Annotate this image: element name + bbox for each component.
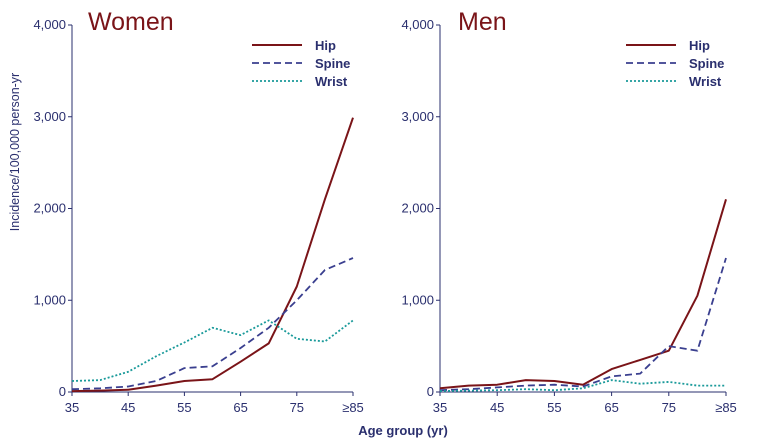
x-tick-label: 75 — [662, 400, 676, 415]
panel-title: Women — [88, 8, 174, 36]
y-tick-label: 2,000 — [401, 201, 434, 216]
y-tick-label: 4,000 — [33, 17, 66, 32]
series-line-spine — [439, 257, 727, 392]
series-line-hip — [71, 117, 354, 393]
y-axis-title: Incidence/100,000 person-yr — [8, 73, 22, 231]
x-tick-label: 35 — [65, 400, 79, 415]
x-tick-label: 55 — [547, 400, 561, 415]
y-tick-label: 4,000 — [401, 17, 434, 32]
legend-label-hip: Hip — [315, 38, 336, 53]
legend-label-hip: Hip — [689, 38, 710, 53]
y-tick-label: 1,000 — [33, 292, 66, 307]
chart-panel-men: 0 1,000 2,000 3,000 4,000 35 45 55 65 75 ≥85 Men Hip… — [401, 8, 736, 415]
y-tick-label: 0 — [427, 384, 434, 399]
chart-panels: 0 1,000 2,000 3,000 4,000 35 45 55 65 75 ≥85 Women H… — [33, 8, 736, 415]
legend-label-spine: Spine — [315, 56, 350, 71]
x-tick-label: ≥85 — [715, 400, 737, 415]
legend-label-wrist: Wrist — [315, 74, 348, 89]
series-line-hip — [439, 199, 727, 390]
legend: Hip Spine Wrist — [252, 38, 350, 89]
series-line-spine — [71, 257, 354, 391]
x-tick-label: 65 — [604, 400, 618, 415]
x-tick-label: 45 — [490, 400, 504, 415]
series-line-wrist — [71, 319, 354, 382]
x-tick-label: 75 — [290, 400, 304, 415]
y-tick-label: 3,000 — [33, 109, 66, 124]
legend: Hip Spine Wrist — [626, 38, 724, 89]
y-tick-label: 1,000 — [401, 292, 434, 307]
x-tick-label: 35 — [433, 400, 447, 415]
y-tick-label: 0 — [59, 384, 66, 399]
y-tick-label: 3,000 — [401, 109, 434, 124]
chart-panel-women: 0 1,000 2,000 3,000 4,000 35 45 55 65 75 ≥85 Women H… — [33, 8, 363, 415]
x-tick-label: 65 — [233, 400, 247, 415]
x-tick-label: 45 — [121, 400, 135, 415]
panel-title: Men — [458, 8, 507, 36]
x-tick-label: ≥85 — [342, 400, 364, 415]
y-tick-label: 2,000 — [33, 201, 66, 216]
legend-label-spine: Spine — [689, 56, 724, 71]
legend-label-wrist: Wrist — [689, 74, 722, 89]
x-axis-title: Age group (yr) — [358, 423, 448, 438]
x-tick-label: 55 — [177, 400, 191, 415]
